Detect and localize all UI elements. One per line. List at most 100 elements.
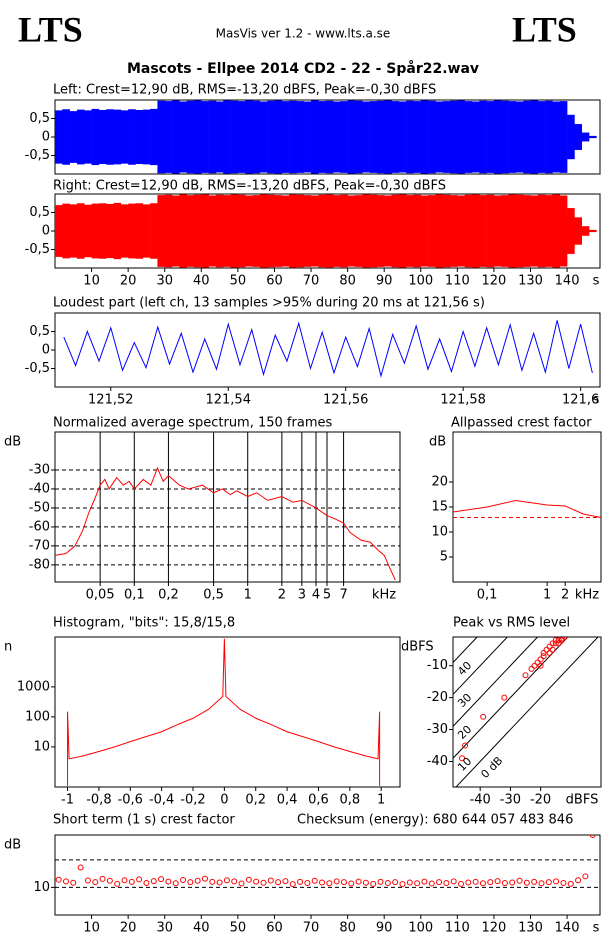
waveform-segment bbox=[384, 100, 392, 174]
data-point bbox=[537, 656, 544, 663]
waveform-segment bbox=[237, 194, 246, 268]
waveform-segment bbox=[289, 100, 297, 174]
data-line bbox=[63, 320, 593, 378]
data-point bbox=[106, 877, 113, 884]
data-point bbox=[522, 672, 529, 679]
waveform-segment bbox=[69, 111, 78, 163]
x-tick-label: 50 bbox=[230, 274, 247, 289]
waveform-segment bbox=[354, 195, 363, 267]
data-point bbox=[92, 879, 99, 886]
x-axis-label: s bbox=[593, 274, 600, 289]
x-tick-label: 0,6 bbox=[308, 793, 329, 808]
y-tick-label: -80 bbox=[29, 557, 50, 572]
annotation: Checksum (energy): 680 644 057 483 846 bbox=[297, 813, 573, 828]
waveform-segment bbox=[501, 195, 509, 267]
waveform-segment bbox=[120, 204, 129, 258]
data-point bbox=[275, 879, 282, 886]
data-point bbox=[180, 876, 187, 883]
waveform-segment bbox=[435, 194, 444, 268]
waveform-segment bbox=[347, 100, 356, 174]
x-tick-label: 110 bbox=[445, 921, 470, 936]
data-point bbox=[553, 878, 560, 885]
waveform-segment bbox=[237, 101, 246, 173]
waveform-segment bbox=[537, 101, 546, 173]
y-tick-label: -40 bbox=[427, 754, 448, 769]
waveform-segment bbox=[354, 100, 363, 174]
plot-area bbox=[452, 431, 602, 583]
waveform-segment bbox=[128, 203, 136, 259]
data-point bbox=[289, 881, 296, 888]
x-tick-label: 30 bbox=[156, 921, 173, 936]
y-tick-label: -50 bbox=[29, 500, 50, 515]
x-tick-label: 121,56 bbox=[323, 393, 369, 408]
y-tick-label: -30 bbox=[29, 462, 50, 477]
x-tick-label: 70 bbox=[303, 921, 320, 936]
data-point bbox=[479, 880, 486, 887]
plot-area bbox=[54, 834, 601, 916]
waveform-segment bbox=[398, 194, 407, 268]
data-point bbox=[546, 643, 553, 650]
waveform-segment bbox=[259, 101, 268, 173]
y-tick-label: 1000 bbox=[17, 679, 50, 694]
waveform-segment bbox=[172, 100, 180, 174]
waveform-segment bbox=[252, 195, 261, 267]
x-tick-label: 120 bbox=[482, 921, 507, 936]
x-tick-label: -0,8 bbox=[86, 793, 111, 808]
data-line bbox=[55, 466, 396, 581]
x-tick-label: 0,05 bbox=[86, 588, 115, 603]
waveform-segment bbox=[267, 100, 275, 174]
data-point bbox=[143, 880, 150, 886]
waveform-segment bbox=[471, 194, 480, 268]
data-point bbox=[487, 879, 494, 886]
y-tick-label: -10 bbox=[427, 658, 448, 673]
waveform-segment bbox=[376, 100, 385, 174]
x-tick-label: 121,58 bbox=[440, 393, 486, 408]
x-tick-label: -0,4 bbox=[149, 793, 174, 808]
waveform-segment bbox=[581, 226, 590, 236]
data-point bbox=[267, 877, 274, 884]
waveform-segment bbox=[442, 194, 451, 268]
plot-marks bbox=[55, 100, 597, 174]
x-axis-label: s bbox=[593, 393, 600, 408]
waveform-segment bbox=[362, 194, 370, 268]
plot-marks bbox=[67, 638, 381, 786]
data-point bbox=[84, 877, 91, 884]
waveform-segment bbox=[259, 194, 268, 268]
x-tick-label: 2 bbox=[561, 588, 569, 603]
data-point bbox=[538, 880, 545, 887]
data-point bbox=[540, 653, 547, 660]
chart-title: Histogram, "bits": 15,8/15,8 bbox=[53, 616, 235, 631]
waveform-segment bbox=[215, 194, 224, 268]
x-tick-label: -20 bbox=[530, 793, 551, 808]
data-point bbox=[480, 713, 487, 720]
x-tick-label: 10 bbox=[83, 274, 100, 289]
waveform-segment bbox=[384, 195, 392, 267]
waveform-segment bbox=[245, 100, 253, 174]
x-tick-label: 5 bbox=[323, 588, 331, 603]
data-point bbox=[245, 876, 252, 883]
data-point bbox=[589, 835, 596, 838]
data-point bbox=[99, 875, 106, 882]
y-axis-label: dB bbox=[4, 838, 21, 853]
data-point bbox=[340, 879, 347, 886]
waveform-segment bbox=[76, 109, 85, 165]
data-line bbox=[453, 499, 601, 518]
waveform-segment bbox=[55, 205, 63, 257]
x-tick-label: 60 bbox=[266, 921, 283, 936]
file-title: Mascots - Ellpee 2014 CD2 - 22 - Spår22.… bbox=[127, 60, 479, 77]
waveform-segment bbox=[179, 194, 187, 268]
waveform-segment bbox=[471, 101, 480, 173]
chart-title: Peak vs RMS level bbox=[453, 616, 570, 631]
waveform-segment bbox=[128, 109, 136, 165]
waveform-segment bbox=[464, 194, 473, 268]
data-point bbox=[501, 880, 508, 886]
x-tick-label: 70 bbox=[303, 274, 320, 289]
y-tick-label: 5 bbox=[440, 550, 448, 565]
plot-marks bbox=[55, 835, 600, 888]
waveform-segment bbox=[120, 110, 129, 164]
x-tick-label: 110 bbox=[445, 274, 470, 289]
waveform-segment bbox=[289, 194, 297, 268]
waveform-segment bbox=[325, 100, 334, 174]
waveform-segment bbox=[486, 101, 495, 173]
y-axis-label: dBFS bbox=[401, 640, 434, 655]
